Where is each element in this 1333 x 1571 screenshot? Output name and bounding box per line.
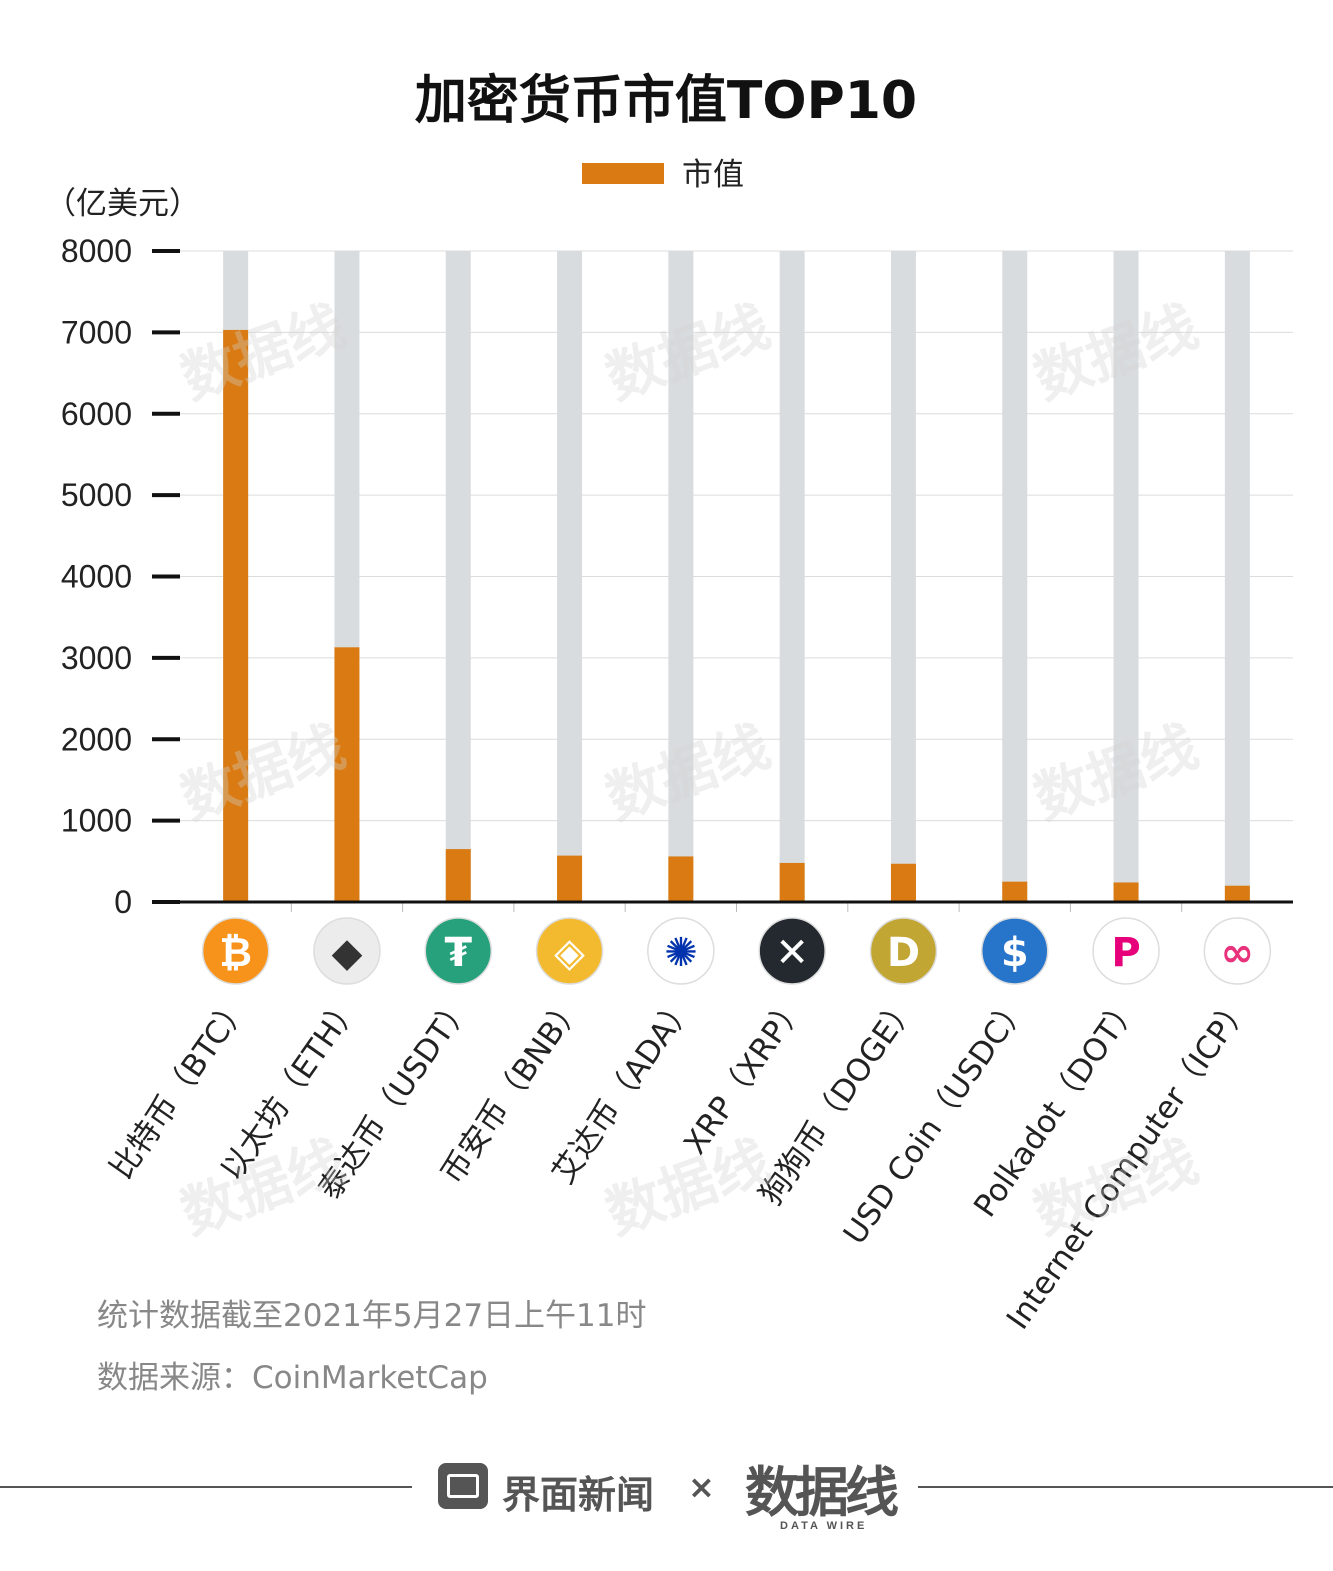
svg-text:✕: ✕ bbox=[775, 930, 809, 976]
watermark: 数据线 bbox=[1026, 1129, 1206, 1248]
svg-text:P: P bbox=[1111, 930, 1140, 976]
svg-text:✺: ✺ bbox=[664, 930, 698, 976]
bar bbox=[890, 863, 916, 902]
dogecoin-icon: D bbox=[869, 917, 938, 985]
bar-background bbox=[1224, 251, 1250, 902]
bitcoin-icon: ₿ bbox=[201, 917, 270, 985]
polkadot-icon: P bbox=[1092, 917, 1160, 985]
legend-label: 市值 bbox=[682, 157, 744, 193]
svg-text:$: $ bbox=[1001, 930, 1029, 976]
ethereum-icon: ◆ bbox=[313, 917, 381, 985]
y-tick-label: 5000 bbox=[61, 477, 132, 513]
publisher-logo bbox=[438, 1463, 488, 1509]
legend-swatch bbox=[582, 163, 664, 184]
partner-sub: DATA WIRE bbox=[780, 1520, 868, 1532]
svg-text:◈: ◈ bbox=[554, 930, 585, 976]
bar bbox=[1002, 881, 1028, 902]
source-note: 数据来源：CoinMarketCap bbox=[97, 1360, 488, 1396]
bar bbox=[668, 856, 694, 902]
brand-cross: × bbox=[688, 1468, 715, 1506]
y-tick-label: 8000 bbox=[61, 233, 132, 269]
svg-text:₿: ₿ bbox=[219, 930, 252, 976]
coin-icons: ₿ ◆ ₮ ◈ ✺ ✕ D $ P ∞ bbox=[201, 917, 1272, 985]
bar bbox=[557, 855, 583, 902]
footer-divider-right bbox=[918, 1486, 1333, 1488]
svg-text:₮: ₮ bbox=[444, 930, 472, 976]
tether-icon: ₮ bbox=[424, 917, 492, 985]
y-tick-label: 6000 bbox=[61, 396, 132, 432]
bar-background bbox=[890, 251, 916, 902]
bar-background bbox=[445, 251, 471, 902]
y-tick-label: 7000 bbox=[61, 314, 132, 350]
bar-background bbox=[668, 251, 694, 902]
bar bbox=[445, 849, 471, 902]
svg-text:◆: ◆ bbox=[332, 930, 363, 976]
bar bbox=[334, 647, 360, 902]
publisher-name: 界面新闻 bbox=[502, 1473, 655, 1517]
y-tick-label: 1000 bbox=[61, 803, 132, 839]
stat-time-note: 统计数据截至2021年5月27日上午11时 bbox=[97, 1298, 647, 1334]
bar-background bbox=[1002, 251, 1028, 902]
bars bbox=[223, 251, 1250, 912]
bar bbox=[1113, 882, 1139, 902]
y-unit-label: （亿美元） bbox=[45, 186, 200, 222]
y-tick-label: 0 bbox=[114, 884, 132, 920]
xrp-icon: ✕ bbox=[758, 917, 826, 985]
icp-icon: ∞ bbox=[1203, 917, 1272, 985]
bar-background bbox=[1113, 251, 1139, 902]
y-tick-label: 4000 bbox=[61, 559, 132, 595]
bar bbox=[779, 862, 805, 902]
svg-text:∞: ∞ bbox=[1221, 930, 1254, 976]
footer-divider-left bbox=[0, 1486, 412, 1488]
bar-background bbox=[557, 251, 583, 902]
y-tick-label: 3000 bbox=[61, 640, 132, 676]
partner-logo: 数据线 bbox=[745, 1461, 899, 1524]
binance-icon: ◈ bbox=[535, 917, 604, 985]
chart-title: 加密货币市值TOP10 bbox=[415, 71, 917, 131]
publisher-logo-mark bbox=[447, 1474, 479, 1498]
y-tick-label: 2000 bbox=[61, 721, 132, 757]
watermark: 数据线 bbox=[173, 714, 353, 833]
usdc-icon: $ bbox=[981, 917, 1049, 985]
cardano-icon: ✺ bbox=[647, 917, 715, 985]
bar bbox=[1224, 885, 1250, 902]
svg-text:D: D bbox=[887, 930, 920, 976]
watermark: 数据线 bbox=[173, 294, 353, 413]
grid-lines bbox=[180, 250, 1293, 822]
bar bbox=[223, 329, 249, 903]
bar-background bbox=[779, 251, 805, 902]
legend: 市值 bbox=[582, 157, 744, 193]
y-axis: 0 1000 2000 3000 4000 5000 6000 7000 8000 bbox=[61, 233, 180, 920]
